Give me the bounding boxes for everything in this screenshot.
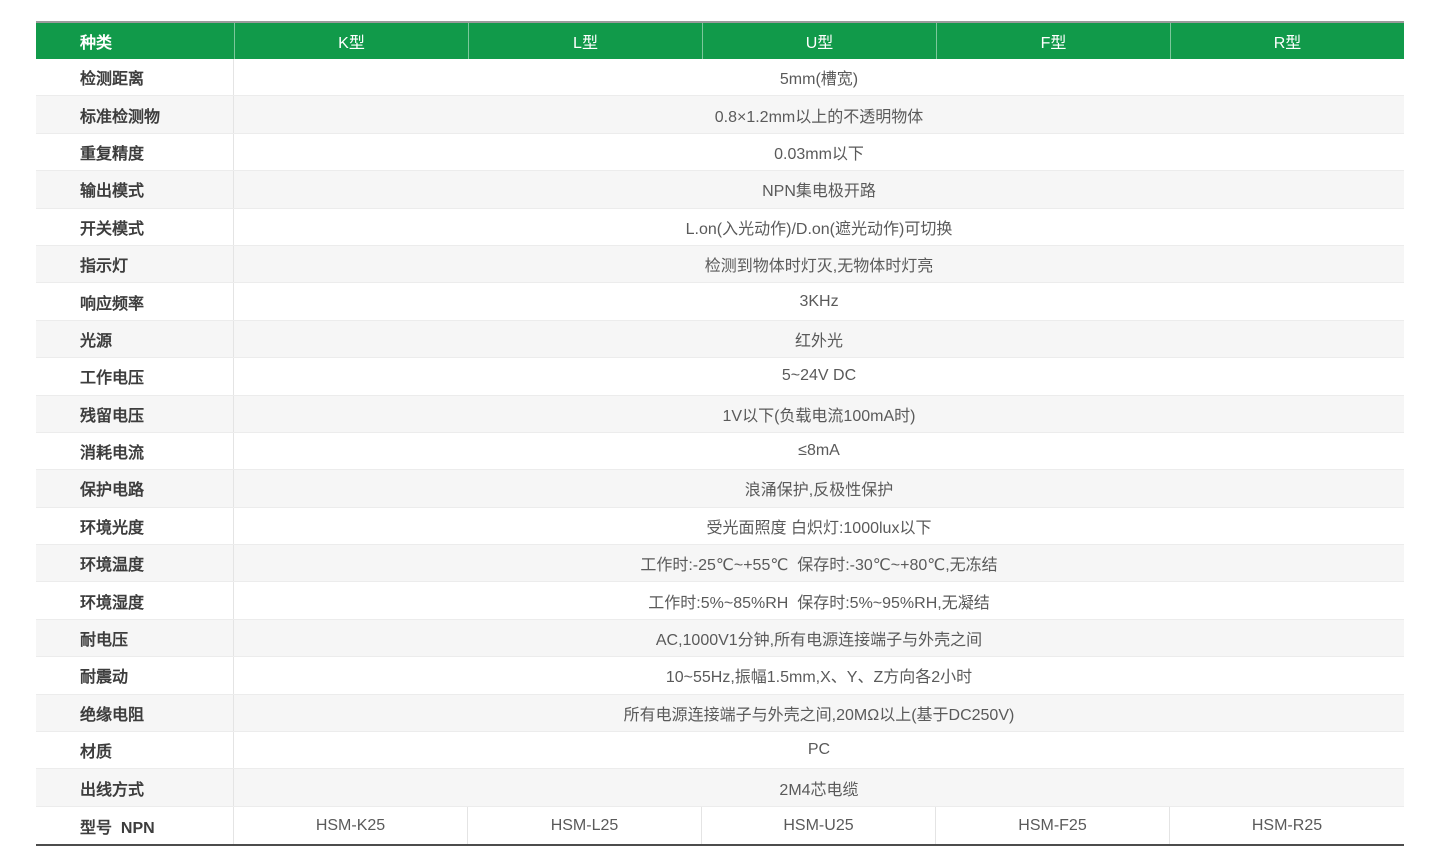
- row-value: 5~24V DC: [781, 367, 857, 385]
- table-row-vibration: 耐震动 10~55Hz,振幅1.5mm,X、Y、Z方向各2小时: [36, 657, 1404, 695]
- row-label: 耐震动: [36, 657, 234, 694]
- header-cell-type-k: K型: [234, 23, 468, 59]
- header-cell-category: 种类: [80, 35, 113, 52]
- table-row-material: 材质 PC: [36, 732, 1404, 770]
- row-value: 所有电源连接端子与外壳之间,20MΩ以上(基于DC250V): [623, 706, 1015, 724]
- table-row-output-mode: 输出模式 NPN集电极开路: [36, 171, 1404, 209]
- row-value: 10~55Hz,振幅1.5mm,X、Y、Z方向各2小时: [665, 669, 973, 687]
- row-value: 0.8×1.2mm以上的不透明物体: [714, 108, 924, 126]
- row-value: AC,1000V1分钟,所有电源连接端子与外壳之间: [655, 632, 983, 650]
- table-row-residual-voltage: 残留电压 1V以下(负载电流100mA时): [36, 395, 1404, 433]
- row-label: 响应频率: [36, 283, 234, 320]
- model-cell-l: HSM-L25: [468, 806, 702, 845]
- model-cell-u: HSM-U25: [702, 806, 936, 845]
- table-row-light-source: 光源 红外光: [36, 320, 1404, 359]
- row-value: NPN集电极开路: [762, 183, 876, 201]
- row-label: 标准检测物: [36, 96, 234, 133]
- model-cell-f: HSM-F25: [936, 806, 1170, 845]
- row-label: 工作电压: [36, 358, 234, 395]
- row-label: 环境湿度: [36, 582, 234, 619]
- row-label: 环境光度: [36, 507, 234, 545]
- row-label: 出线方式: [36, 769, 234, 806]
- table-row-working-voltage: 工作电压 5~24V DC: [36, 358, 1404, 396]
- table-row-detect-distance: 检测距离 5mm(槽宽): [36, 59, 1404, 97]
- row-value: 工作时:-25℃~+55℃ 保存时:-30℃~+80℃,无冻结: [640, 557, 998, 575]
- row-value: 浪涌保护,反极性保护: [744, 482, 894, 500]
- row-label: 检测距离: [36, 59, 234, 96]
- table-row-indicator: 指示灯 检测到物体时灯灭,无物体时灯亮: [36, 245, 1404, 284]
- table-row-ambient-light: 环境光度 受光面照度 白炽灯:1000lux以下: [36, 507, 1404, 546]
- row-label: 光源: [36, 320, 234, 358]
- row-label: 材质: [36, 732, 234, 769]
- model-cell-r: HSM-R25: [1251, 816, 1323, 834]
- model-cell-k: HSM-K25: [234, 806, 468, 845]
- table-row-insulation-resistance: 绝缘电阻 所有电源连接端子与外壳之间,20MΩ以上(基于DC250V): [36, 694, 1404, 733]
- row-label: 重复精度: [36, 133, 234, 171]
- row-value: 2M4芯电缆: [779, 781, 859, 799]
- table-row-ambient-humidity: 环境湿度 工作时:5%~85%RH 保存时:5%~95%RH,无凝结: [36, 582, 1404, 620]
- row-label: 残留电压: [36, 395, 234, 432]
- table-row-model-npn: 型号 NPN HSM-K25 HSM-L25 HSM-U25 HSM-F25 H…: [36, 806, 1404, 845]
- row-label: 耐电压: [36, 619, 234, 657]
- row-value: 红外光: [794, 332, 843, 350]
- table-row-withstand-voltage: 耐电压 AC,1000V1分钟,所有电源连接端子与外壳之间: [36, 619, 1404, 658]
- row-value: 检测到物体时灯灭,无物体时灯亮: [704, 258, 934, 276]
- table-row-current-consumption: 消耗电流 ≤8mA: [36, 432, 1404, 471]
- row-value: 3KHz: [799, 292, 839, 310]
- row-value: 0.03mm以下: [774, 145, 864, 163]
- header-cell-type-l: L型: [468, 23, 702, 59]
- row-value: ≤8mA: [798, 442, 840, 460]
- table-row-repeat-accuracy: 重复精度 0.03mm以下: [36, 133, 1404, 172]
- row-value: PC: [807, 741, 831, 759]
- header-cell-type-f: F型: [936, 23, 1170, 59]
- row-label: 绝缘电阻: [36, 694, 234, 732]
- header-cell-type-r: R型: [1170, 23, 1404, 59]
- table-row-response-freq: 响应频率 3KHz: [36, 283, 1404, 321]
- table-header-row: 种类 K型 L型 U型 F型 R型: [36, 23, 1404, 59]
- table-row-switch-mode: 开关模式 L.on(入光动作)/D.on(遮光动作)可切换: [36, 208, 1404, 246]
- row-value: 工作时:5%~85%RH 保存时:5%~95%RH,无凝结: [648, 594, 990, 612]
- table-row-ambient-temp: 环境温度 工作时:-25℃~+55℃ 保存时:-30℃~+80℃,无冻结: [36, 545, 1404, 583]
- row-label: 指示灯: [36, 245, 234, 283]
- header-cell-type-u: U型: [702, 23, 936, 59]
- row-label: 输出模式: [36, 171, 234, 208]
- table-row-protection-circuit: 保护电路 浪涌保护,反极性保护: [36, 470, 1404, 508]
- row-label: 环境温度: [36, 545, 234, 582]
- row-label: 消耗电流: [36, 432, 234, 470]
- row-value: 受光面照度 白炽灯:1000lux以下: [706, 519, 932, 537]
- row-value: 1V以下(负载电流100mA时): [722, 407, 916, 425]
- row-value: 5mm(槽宽): [779, 71, 859, 89]
- row-label: 开关模式: [36, 208, 234, 245]
- row-value: L.on(入光动作)/D.on(遮光动作)可切换: [685, 220, 953, 238]
- sensor-spec-table: 种类 K型 L型 U型 F型 R型 检测距离 5mm(槽宽) 标准检测物 0.8…: [36, 21, 1404, 847]
- row-label: 保护电路: [36, 470, 234, 507]
- table-row-standard-object: 标准检测物 0.8×1.2mm以上的不透明物体: [36, 96, 1404, 134]
- table-row-wiring: 出线方式 2M4芯电缆: [36, 769, 1404, 807]
- row-label: 型号 NPN: [36, 806, 234, 845]
